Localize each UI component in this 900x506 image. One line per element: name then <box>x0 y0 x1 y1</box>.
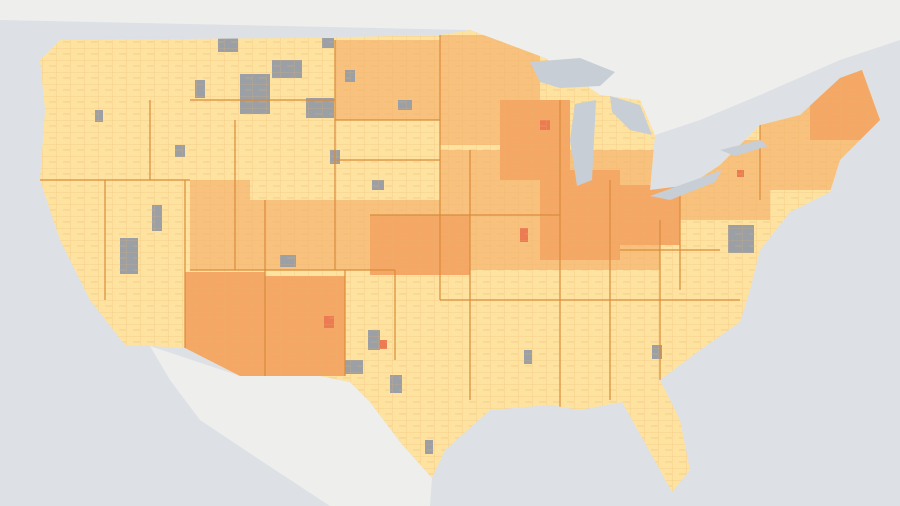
great-lakes <box>530 58 768 200</box>
canada <box>0 0 900 135</box>
state-borders <box>40 35 761 410</box>
mexico <box>150 346 432 506</box>
